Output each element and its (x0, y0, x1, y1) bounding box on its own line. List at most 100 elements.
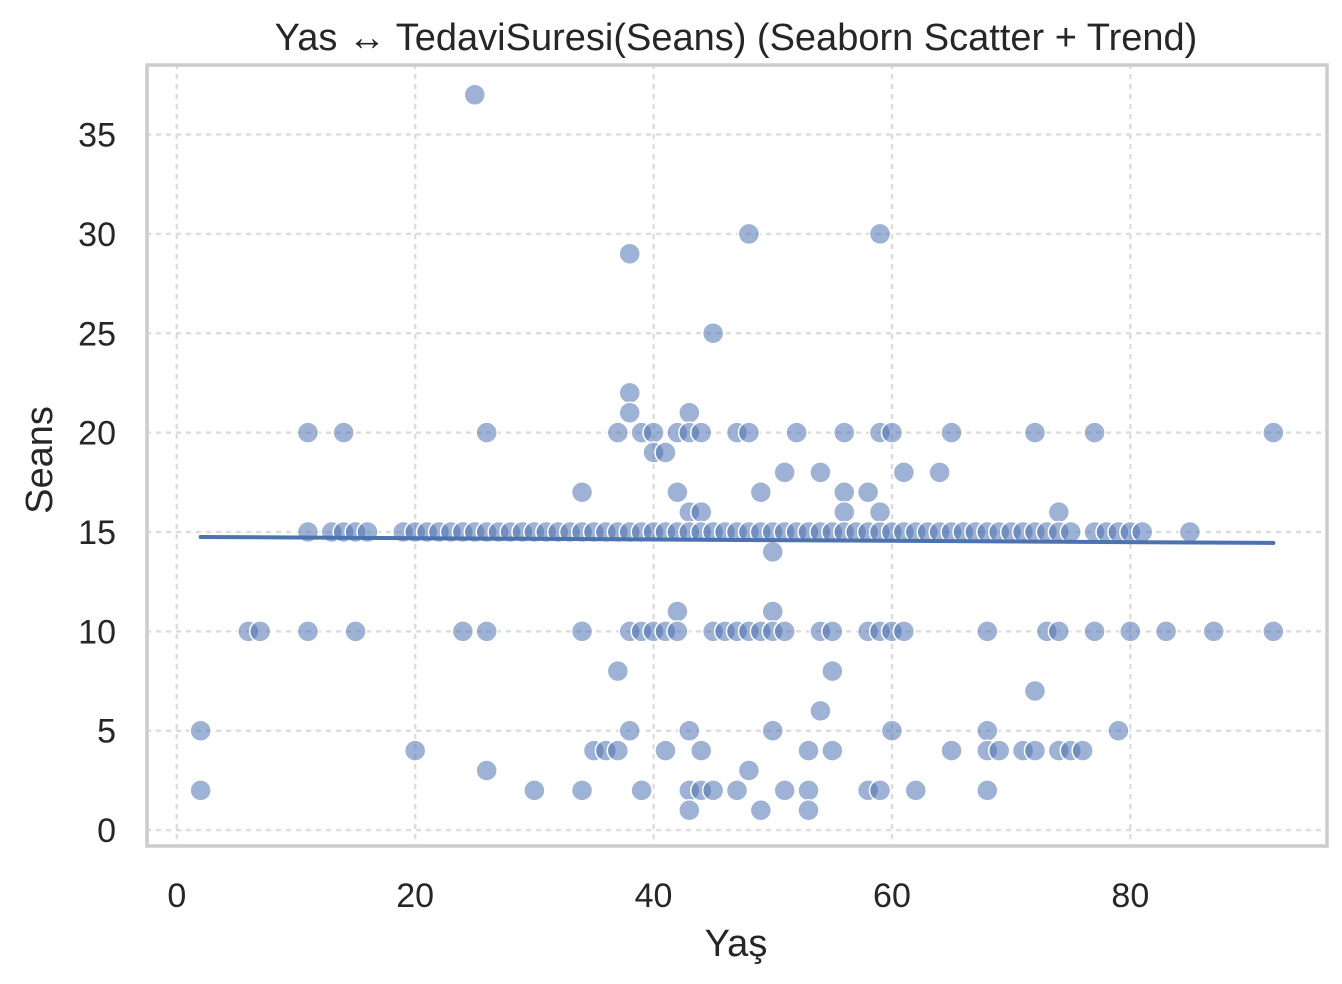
data-point (248, 620, 272, 643)
data-point (1107, 719, 1130, 742)
data-point (1262, 421, 1285, 444)
data-point (701, 322, 725, 345)
data-point (797, 779, 820, 802)
data-point (642, 421, 665, 444)
data-point (868, 222, 892, 246)
data-point (773, 461, 796, 484)
data-point (666, 481, 689, 504)
data-point (737, 759, 761, 782)
data-point (451, 620, 475, 643)
data-point (618, 381, 641, 405)
data-point (976, 620, 999, 643)
data-point (630, 779, 653, 802)
data-point (606, 659, 630, 683)
points-layer (189, 83, 1285, 822)
data-point (821, 620, 844, 643)
data-point (821, 659, 844, 683)
data-point (1202, 620, 1226, 643)
data-point (1023, 421, 1047, 444)
grid-layer (145, 63, 1329, 848)
y-tick-label: 25 (78, 315, 116, 353)
data-point (1059, 520, 1082, 544)
data-point (868, 779, 892, 802)
chart-title: Yas ↔ TedaviSuresi(Seans) (Seaborn Scatt… (275, 17, 1198, 59)
data-point (618, 242, 641, 266)
data-point (856, 481, 880, 504)
trend-line (198, 534, 1276, 545)
data-point (570, 481, 594, 504)
x-tick-label: 40 (635, 877, 673, 915)
data-point (189, 779, 212, 802)
data-point (475, 421, 498, 444)
data-point (189, 719, 212, 742)
data-point (940, 739, 963, 762)
data-point (1178, 520, 1202, 544)
x-tick-label: 60 (873, 877, 911, 915)
data-point (773, 779, 796, 802)
data-point (523, 779, 546, 802)
y-tick-label: 0 (97, 812, 116, 850)
trend-layer (198, 534, 1276, 545)
data-point (749, 798, 773, 822)
data-point (1262, 620, 1285, 643)
data-point (737, 222, 761, 246)
data-point (618, 719, 641, 742)
data-point (761, 600, 785, 623)
data-point (654, 739, 677, 762)
data-point (475, 759, 498, 782)
data-point (332, 421, 355, 444)
data-point (1083, 421, 1106, 444)
data-point (475, 620, 498, 643)
data-point (809, 699, 832, 723)
y-tick-label: 30 (78, 216, 116, 254)
data-point (940, 421, 963, 444)
data-point (1023, 739, 1047, 762)
data-point (880, 719, 904, 742)
data-point (797, 798, 820, 822)
data-point (689, 421, 713, 444)
data-point (749, 481, 773, 504)
data-point (880, 421, 904, 444)
x-tick-labels: 0 20 40 60 80 (167, 877, 1149, 915)
data-point (606, 421, 630, 444)
data-point (868, 500, 892, 524)
y-axis-label: Seans (19, 406, 61, 514)
data-point (678, 719, 701, 742)
y-tick-label: 10 (78, 613, 116, 651)
data-point (666, 620, 689, 643)
data-point (403, 739, 427, 762)
data-point (928, 461, 951, 484)
data-point (689, 500, 713, 524)
x-axis-label: Yaş (705, 923, 768, 965)
data-point (773, 620, 796, 643)
data-point (463, 83, 487, 107)
data-point (1023, 679, 1047, 703)
data-point (833, 481, 856, 504)
data-point (1119, 620, 1142, 643)
data-point (833, 500, 856, 524)
data-point (606, 739, 630, 762)
data-point (654, 441, 677, 464)
data-point (678, 798, 701, 822)
x-tick-label: 20 (396, 877, 434, 915)
x-tick-label: 0 (167, 877, 186, 915)
data-point (701, 779, 725, 802)
plot-frame (145, 63, 1329, 848)
data-point (618, 401, 641, 425)
y-tick-label: 5 (97, 713, 116, 751)
data-point (689, 739, 713, 762)
data-point (892, 620, 916, 643)
data-point (785, 421, 808, 444)
data-point (570, 779, 594, 802)
data-point (761, 719, 785, 742)
data-point (833, 421, 856, 444)
y-tick-label: 35 (78, 117, 116, 155)
data-point (892, 461, 916, 484)
data-point (1154, 620, 1178, 643)
data-point (737, 421, 761, 444)
data-point (725, 779, 749, 802)
data-point (570, 620, 594, 643)
data-point (1083, 620, 1106, 643)
data-point (797, 739, 820, 762)
